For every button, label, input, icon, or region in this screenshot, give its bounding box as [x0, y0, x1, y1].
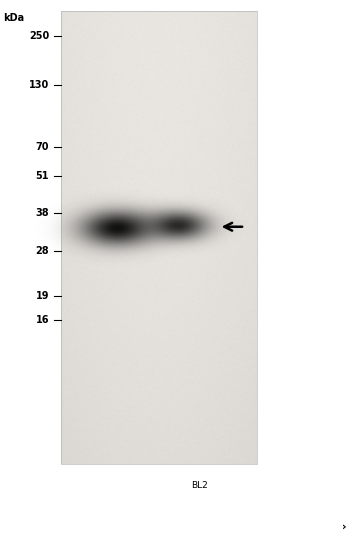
Text: 28: 28 — [35, 247, 49, 256]
Text: 70: 70 — [35, 142, 49, 152]
Bar — [61, 11, 257, 464]
Text: 250: 250 — [29, 31, 49, 41]
Text: 16: 16 — [35, 315, 49, 324]
Text: ›: › — [342, 522, 346, 532]
Text: 19: 19 — [35, 292, 49, 301]
Text: BL2: BL2 — [191, 481, 208, 490]
Text: 51: 51 — [35, 171, 49, 181]
Text: 38: 38 — [35, 208, 49, 218]
Text: kDa: kDa — [4, 13, 24, 23]
Text: 130: 130 — [29, 80, 49, 90]
